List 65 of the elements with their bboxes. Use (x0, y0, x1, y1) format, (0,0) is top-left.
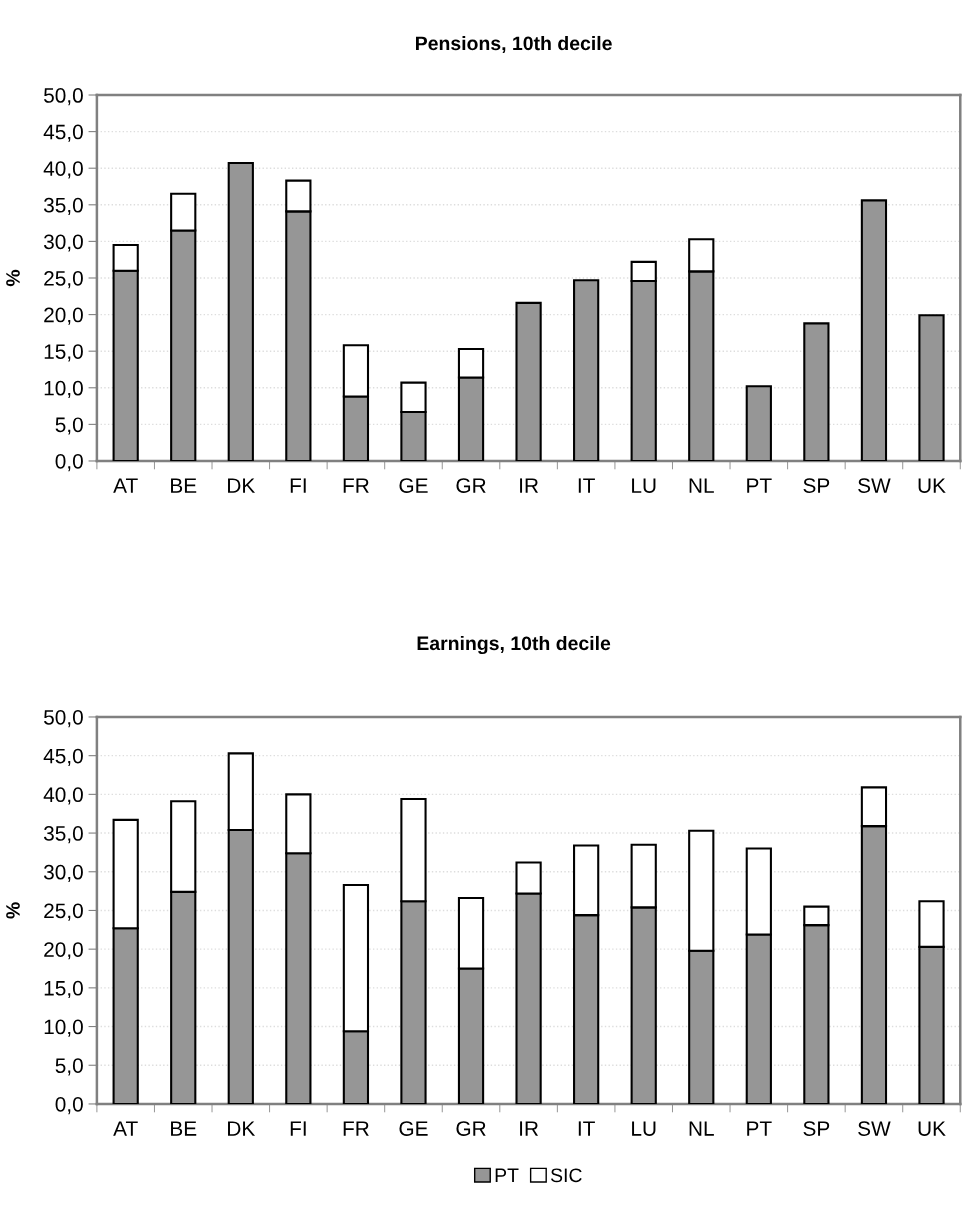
x-tick-label: FI (290, 1121, 306, 1136)
x-tick-label: IT (578, 478, 595, 493)
y-tick-label: 50,0 (44, 709, 83, 728)
x-tick-label: SW (858, 1121, 891, 1136)
x-tick-label: IR (520, 1121, 539, 1136)
x-tick-label: NL (689, 478, 714, 493)
x-tick-label: UK (918, 1121, 946, 1136)
bar (860, 199, 888, 461)
y-tick-label: 25,0 (44, 270, 83, 289)
y-tick-label: 25,0 (44, 903, 83, 921)
x-tick-label: IT (578, 1121, 595, 1136)
y-tick-label: 45,0 (43, 748, 83, 766)
y-tick-label: 50,0 (44, 88, 83, 106)
x-tick-label: LU (632, 1121, 656, 1136)
x-tick-label: GE (399, 478, 428, 493)
x-tick-label: DK (228, 478, 256, 493)
y-axis-title: % (6, 269, 20, 287)
y-tick-label: 10,0 (44, 380, 83, 398)
y-tick-label: 15,0 (44, 344, 83, 362)
x-tick-label: FI (290, 478, 306, 493)
x-tick-label: LU (632, 478, 656, 493)
bar (803, 322, 830, 461)
bar (573, 279, 600, 461)
y-tick-label: 35,0 (43, 826, 83, 844)
y-tick-label: 0,0 (55, 453, 83, 472)
y-tick-label: 20,0 (44, 942, 83, 960)
x-tick-label: FR (343, 478, 369, 493)
bar (918, 314, 945, 461)
y-axis-title: % (6, 902, 20, 919)
x-tick-label: PT (747, 1121, 772, 1136)
y-tick-label: 45,0 (43, 124, 83, 142)
y-tick-label: 5,0 (55, 417, 83, 435)
x-tick-label: SP (803, 1121, 830, 1136)
x-tick-label: UK (918, 478, 946, 493)
chart-title: Pensions, 10th decile (416, 35, 612, 54)
bar (227, 162, 254, 461)
x-tick-label: IR (520, 478, 539, 493)
bar (515, 301, 542, 461)
y-tick-label: 35,0 (43, 197, 83, 216)
y-tick-label: 0,0 (55, 1096, 83, 1115)
bar (745, 385, 772, 461)
y-tick-label: 5,0 (55, 1058, 83, 1076)
y-tick-label: 10,0 (44, 1019, 83, 1037)
legend-label: PT (495, 1168, 519, 1182)
x-tick-label: AT (113, 478, 138, 493)
x-tick-label: BE (171, 1121, 197, 1136)
y-tick-label: 30,0 (43, 234, 83, 252)
x-tick-label: GE (399, 1121, 428, 1136)
x-tick-label: AT (113, 1121, 138, 1136)
y-tick-label: 40,0 (43, 787, 83, 805)
x-tick-label: SW (858, 478, 891, 493)
x-tick-label: PT (747, 478, 772, 493)
y-tick-label: 20,0 (44, 307, 83, 325)
chart-title: Earnings, 10th decile (417, 635, 611, 655)
legend-label: SIC (550, 1168, 582, 1183)
x-tick-label: BE (171, 478, 197, 493)
y-tick-label: 15,0 (44, 980, 83, 999)
y-tick-label: 30,0 (43, 864, 83, 882)
x-tick-label: GR (456, 478, 486, 493)
x-tick-label: FR (343, 1121, 369, 1136)
y-tick-label: 40,0 (43, 161, 83, 179)
x-tick-label: SP (803, 478, 830, 493)
x-tick-label: GR (456, 1121, 486, 1136)
x-tick-label: NL (689, 1121, 714, 1136)
x-tick-label: DK (228, 1121, 256, 1136)
